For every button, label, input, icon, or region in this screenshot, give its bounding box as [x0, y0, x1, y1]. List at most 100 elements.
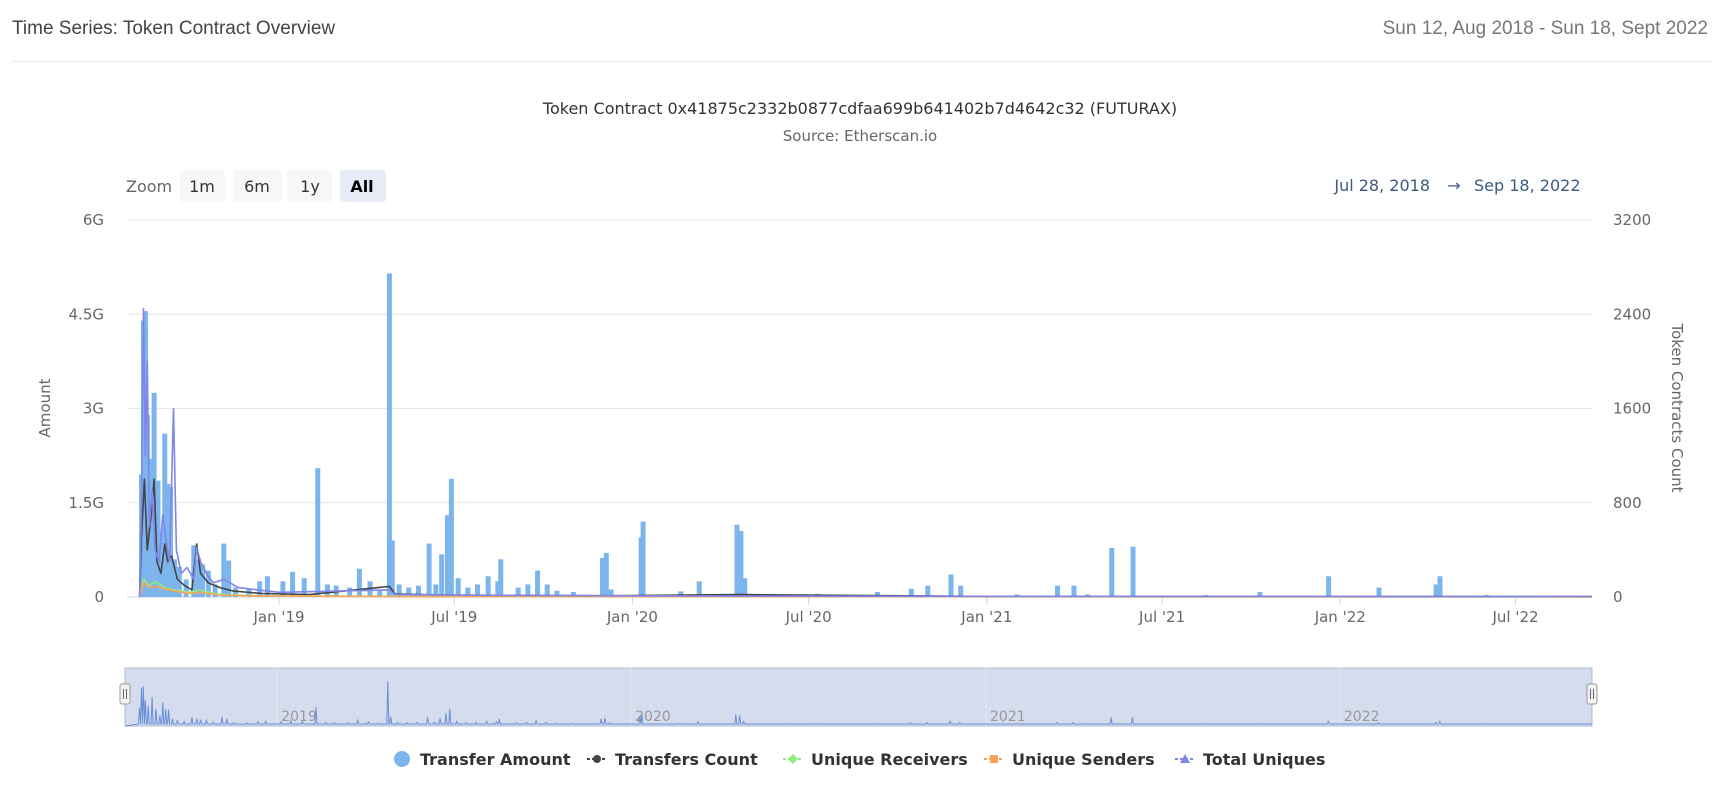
transfer-amount-bar: [232, 587, 238, 597]
zoom-button-all[interactable]: All: [340, 170, 386, 202]
total-uniques-line: [138, 307, 1593, 598]
legend-label: Transfers Count: [615, 750, 758, 769]
zoom-button-1m[interactable]: 1m: [180, 170, 225, 202]
transfer-amount-bar: [389, 540, 395, 597]
transfer-amount-bar: [162, 433, 168, 597]
x-axis: Jan '19 Jul '19 Jan '20 Jul '20 Jan '21 Jul '…: [252, 597, 1539, 626]
transfer-amount-bar: [315, 468, 321, 597]
navigator[interactable]: 2019 2020 2021 2022: [119, 667, 1598, 727]
transfer-amount-bar: [426, 543, 432, 597]
legend-item-total-uniques[interactable]: Total Uniques: [1175, 750, 1325, 769]
x-tick-label: Jan '21: [960, 608, 1012, 626]
transfer-amount-bar: [257, 581, 263, 597]
y-tick-label-right: 3200: [1613, 211, 1651, 229]
legend-marker-triangle-icon: [1180, 754, 1190, 763]
transfer-amount-bar: [608, 589, 614, 597]
range-arrow: →: [1447, 176, 1460, 195]
transfer-amount-bar: [948, 574, 954, 597]
transfer-amount-bar: [406, 587, 412, 597]
range-from[interactable]: Jul 28, 2018: [1333, 176, 1430, 195]
transfer-amount-bar: [200, 564, 206, 597]
transfer-amount-bar: [1109, 547, 1115, 597]
transfer-amount-bar: [603, 553, 609, 597]
chart-subtitle: Source: Etherscan.io: [783, 127, 937, 145]
transfer-amount-bar: [439, 554, 445, 597]
transfer-amount-bar: [515, 587, 521, 597]
legend-marker-circle-icon: [394, 751, 410, 767]
transfer-amount-bar: [171, 559, 177, 597]
zoom-button-1y[interactable]: 1y: [287, 170, 332, 202]
zoom-button-1y-bg[interactable]: [287, 170, 332, 202]
legend-marker-diamond-icon: [788, 754, 798, 764]
y-tick-label-left: 3G: [83, 400, 104, 418]
legend-marker-square-icon: [990, 755, 998, 763]
transfer-amount-bar: [155, 480, 161, 597]
transfer-amount-bar: [226, 560, 232, 597]
page-header: Time Series: Token Contract Overview Sun…: [12, 18, 1712, 48]
navigator-series-line: [124, 681, 1592, 727]
series-lines: [138, 307, 1593, 598]
transfer-amount-bar: [925, 585, 931, 597]
transfer-amount-bar: [465, 587, 471, 597]
y-tick-label-left: 0: [94, 588, 104, 606]
zoom-button-6m-bg[interactable]: [233, 170, 282, 202]
transfer-amount-bar: [1376, 587, 1382, 597]
zoom-button-all-label[interactable]: All: [350, 177, 373, 196]
zoom-button-6m[interactable]: 6m: [233, 170, 282, 202]
zoom-label: Zoom: [126, 177, 172, 196]
header-divider: [12, 61, 1712, 62]
transfer-amount-bar: [908, 588, 914, 597]
y-axis-title-left-text: Amount: [36, 378, 54, 437]
transfer-amount-bar: [205, 570, 211, 597]
page-title: Time Series: Token Contract Overview: [12, 18, 336, 39]
transfer-amount-bar: [444, 515, 450, 597]
range-to[interactable]: Sep 18, 2022: [1474, 176, 1581, 195]
transfer-amount-bar: [144, 414, 150, 597]
transfer-amount-bar: [183, 579, 189, 597]
transfer-amount-bar: [599, 558, 605, 597]
zoom-button-1y-label[interactable]: 1y: [300, 177, 320, 196]
legend-item-transfer-amount[interactable]: Transfer Amount: [394, 750, 571, 769]
transfer-amount-bar: [280, 581, 286, 597]
zoom-controls: Zoom 1m 6m 1y All: [126, 170, 386, 202]
x-tick-label: Jul '22: [1491, 608, 1538, 626]
transfer-amount-bar: [544, 584, 550, 597]
transfer-amount-bar: [874, 591, 880, 597]
y-tick-label-right: 800: [1613, 494, 1642, 512]
transfer-amount-bars: [139, 273, 1489, 597]
transfer-amount-bar: [455, 578, 461, 597]
legend-label: Transfer Amount: [420, 750, 571, 769]
y-axis-title-right-text: Token Contracts Count: [1668, 322, 1686, 492]
transfer-amount-bar: [535, 570, 541, 597]
x-tick-label: Jul '21: [1138, 608, 1185, 626]
legend-item-transfers-count[interactable]: Transfers Count: [587, 750, 758, 769]
transfer-amount-bar: [640, 521, 646, 597]
transfer-amount-bar: [1433, 584, 1439, 597]
range-display: Jul 28, 2018 → Sep 18, 2022: [1333, 176, 1580, 195]
legend-label: Total Uniques: [1203, 750, 1325, 769]
transfer-amount-bar: [396, 584, 402, 597]
transfer-amount-bar: [264, 576, 270, 597]
grid-lines: [127, 219, 1592, 598]
y-axis-right: 0 800 1600 2400 3200: [1613, 211, 1651, 606]
transfer-amount-bar: [1437, 576, 1443, 597]
legend-item-unique-senders[interactable]: Unique Senders: [984, 750, 1155, 769]
transfer-amount-bar: [485, 576, 491, 597]
transfer-amount-bar: [290, 571, 296, 597]
x-tick-label: Jan '22: [1314, 608, 1366, 626]
transfer-amount-bar: [221, 543, 227, 597]
zoom-button-6m-label[interactable]: 6m: [244, 177, 270, 196]
transfer-amount-bar: [678, 591, 684, 597]
navigator-mask: [124, 667, 1593, 727]
zoom-button-1m-label[interactable]: 1m: [189, 177, 215, 196]
zoom-button-all-bg[interactable]: [340, 170, 386, 202]
navigator-handle-left[interactable]: [119, 683, 131, 705]
legend-item-unique-receivers[interactable]: Unique Receivers: [783, 750, 968, 769]
legend-label: Unique Senders: [1012, 750, 1155, 769]
transfer-amount-bar: [165, 483, 171, 597]
navigator-handle-right[interactable]: [1586, 683, 1598, 705]
legend: Transfer Amount Transfers Count Unique Rec…: [394, 750, 1325, 769]
navigator-year-label: 2022: [1344, 709, 1380, 725]
y-tick-label-right: 0: [1613, 588, 1623, 606]
zoom-button-1m-bg[interactable]: [180, 170, 225, 202]
